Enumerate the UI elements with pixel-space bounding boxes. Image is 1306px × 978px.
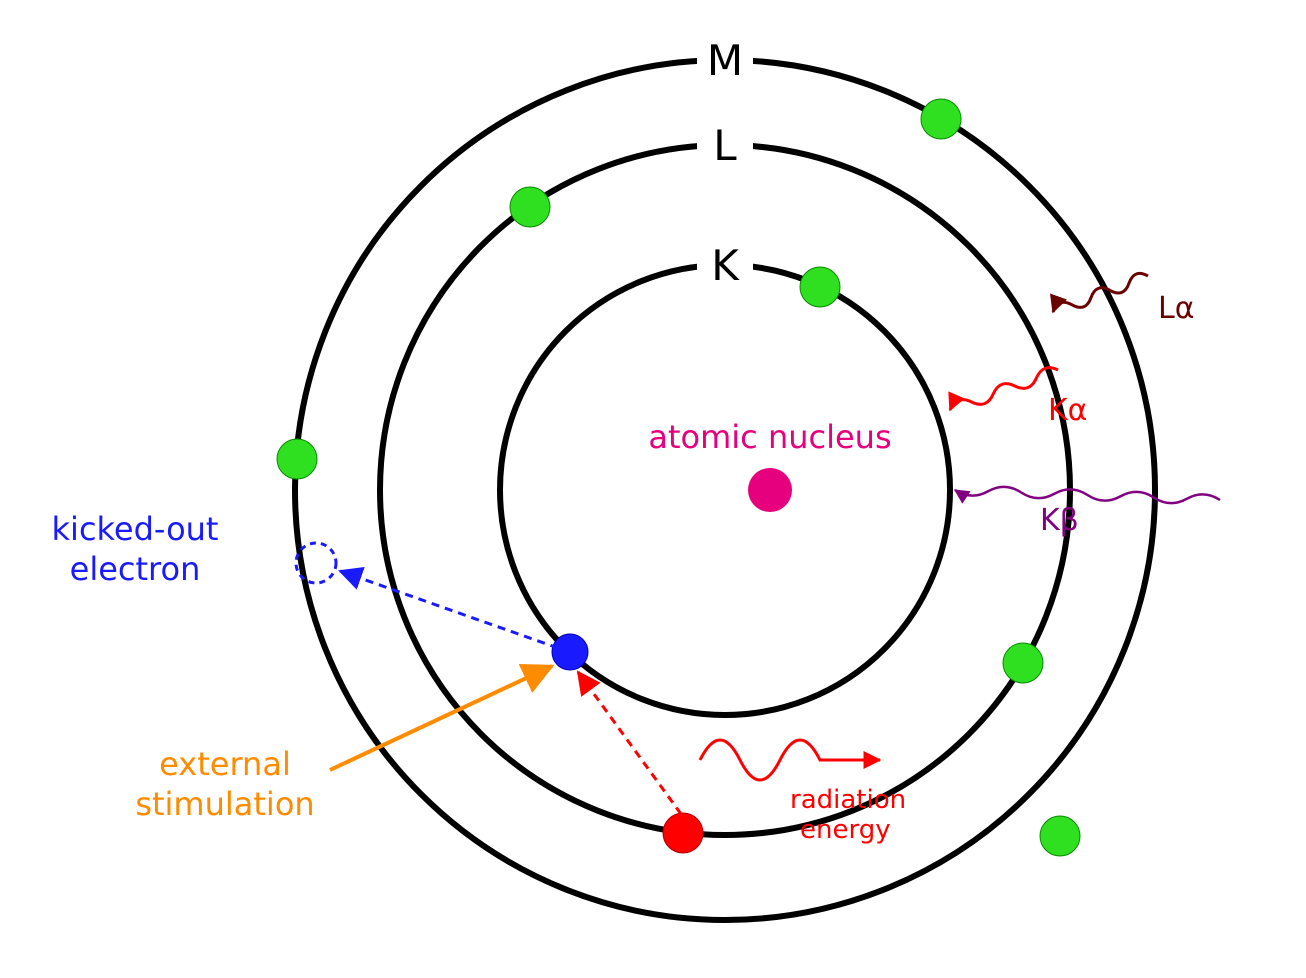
shell-label-L: L [713, 121, 737, 170]
electron-blue [552, 634, 588, 670]
radiation-label-2: energy [800, 815, 891, 845]
shell-label-M: M [707, 36, 743, 85]
shell-label-K: K [711, 241, 740, 290]
shell-M [295, 60, 1155, 920]
xrf-atom-diagram: K LM atomic nucleus kicked-out electron e… [0, 0, 1306, 978]
transition-label-Kbeta: Kβ [1040, 503, 1079, 538]
electron-green [510, 187, 550, 227]
electron-red [663, 813, 703, 853]
electron-green [1003, 643, 1043, 683]
electron-green [277, 439, 317, 479]
radiation-wave [700, 740, 880, 780]
transition-label-Kalpha: Kα [1048, 393, 1087, 428]
nucleus: atomic nucleus [648, 418, 891, 512]
kicked-out-label-1: kicked-out [52, 510, 219, 548]
external-stim-label-1: external [159, 745, 291, 783]
electron-green [1040, 816, 1080, 856]
nucleus-dot [748, 468, 792, 512]
electron-green [921, 99, 961, 139]
transition-wave-Kbeta [955, 487, 1220, 503]
radiation-energy: radiation energy [700, 740, 906, 845]
kicked-out-arrow [340, 571, 558, 648]
kicked-out-label-2: electron [70, 550, 201, 588]
electron-green [800, 267, 840, 307]
shell-labels: K LM [697, 36, 753, 290]
transition-wave-Kalpha [950, 368, 1058, 410]
characteristic-transitions: Lα Kα Kβ [950, 273, 1220, 538]
radiation-label-1: radiation [790, 785, 906, 815]
nucleus-label: atomic nucleus [648, 418, 891, 456]
external-stim-label-2: stimulation [135, 785, 314, 823]
electron-shells [295, 60, 1155, 920]
transition-label-Lalpha: Lα [1158, 291, 1195, 326]
